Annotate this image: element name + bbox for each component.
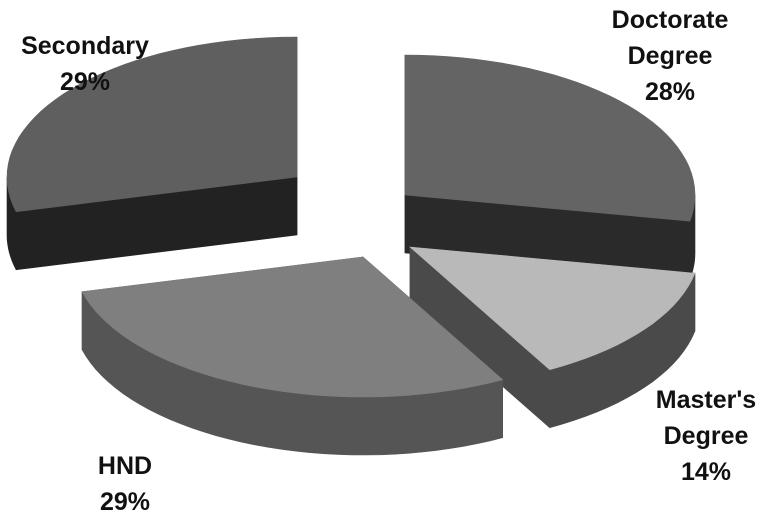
slice-doctorate-top [404, 54, 696, 222]
label-doctorate-line2: Degree [627, 42, 713, 70]
label-secondary-pct: 29% [59, 68, 111, 96]
slice-masters [409, 246, 696, 429]
label-secondary-line1: Secondary [21, 32, 149, 60]
slice-hnd [81, 256, 504, 456]
label-doctorate: Doctorate Degree 28% [585, 2, 755, 110]
label-hnd: HND 29% [70, 448, 180, 520]
label-doctorate-pct: 28% [644, 78, 696, 106]
slice-hnd-top [81, 256, 504, 398]
label-masters-line1: Master's [655, 386, 757, 414]
label-masters-line2: Degree [663, 422, 749, 450]
slice-masters-top [409, 246, 696, 371]
label-hnd-line1: HND [97, 452, 153, 480]
label-secondary: Secondary 29% [5, 28, 165, 100]
label-doctorate-line1: Doctorate [611, 6, 729, 34]
label-hnd-pct: 29% [99, 488, 151, 516]
slice-secondary [6, 36, 298, 271]
label-masters: Master's Degree 14% [630, 382, 782, 490]
label-masters-pct: 14% [680, 458, 732, 486]
slice-secondary-top [6, 36, 298, 213]
